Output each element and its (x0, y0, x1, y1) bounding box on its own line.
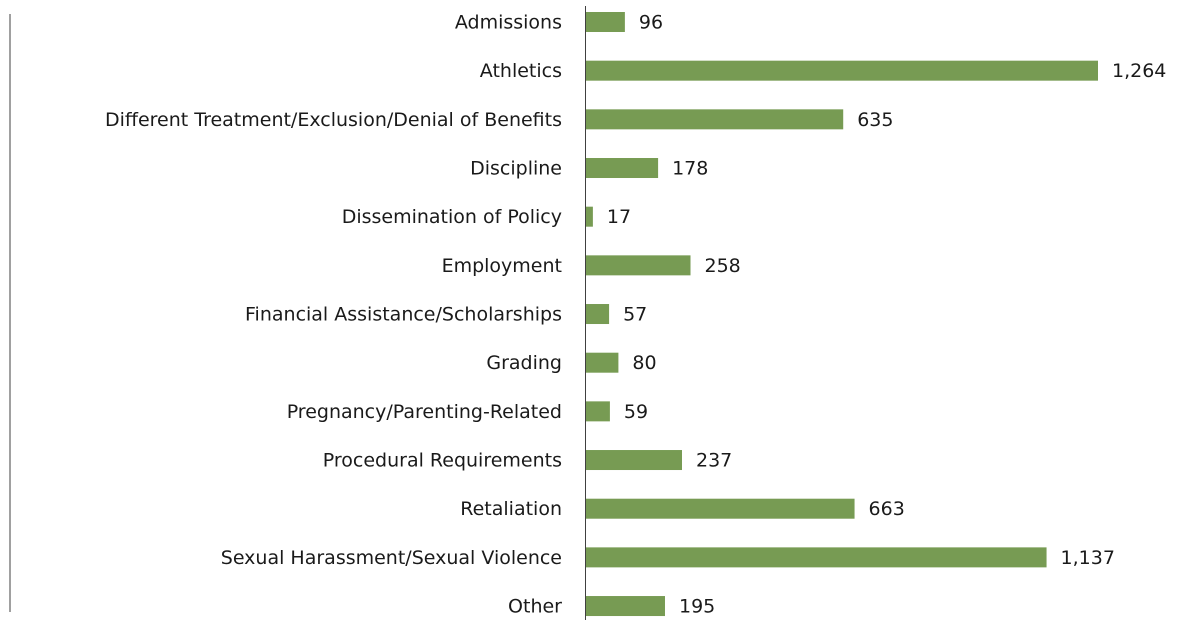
category-label: Sexual Harassment/Sexual Violence (221, 547, 562, 569)
bar (586, 596, 665, 617)
bar (586, 158, 659, 179)
bar (586, 352, 619, 373)
bar (586, 12, 625, 32)
bar (586, 547, 1047, 568)
category-label: Retaliation (460, 498, 562, 520)
category-label: Different Treatment/Exclusion/Denial of … (105, 109, 562, 131)
category-label: Grading (486, 352, 562, 374)
bar (586, 60, 1098, 81)
data-label: 59 (624, 401, 648, 423)
data-label: 96 (639, 12, 663, 34)
bar (586, 450, 682, 471)
bar (586, 109, 844, 130)
bar (586, 206, 593, 227)
bar (586, 255, 691, 276)
data-label: 1,264 (1112, 60, 1166, 82)
data-label: 17 (607, 206, 631, 228)
category-label: Pregnancy/Parenting-Related (287, 401, 562, 423)
bar (586, 498, 855, 519)
data-label: 1,137 (1061, 547, 1115, 569)
category-label: Employment (442, 255, 562, 277)
bar (586, 401, 610, 422)
category-label: Procedural Requirements (323, 450, 562, 472)
category-label: Athletics (480, 60, 562, 82)
category-label: Financial Assistance/Scholarships (245, 304, 562, 326)
data-label: 57 (623, 304, 647, 326)
bar (586, 304, 610, 325)
category-label: Dissemination of Policy (342, 206, 562, 228)
category-label: Other (508, 596, 562, 618)
data-label: 80 (632, 352, 656, 374)
data-label: 635 (857, 109, 893, 131)
category-label: Admissions (455, 12, 562, 34)
data-label: 195 (679, 596, 715, 618)
data-label: 663 (869, 498, 905, 520)
category-label: Discipline (470, 158, 562, 180)
data-label: 178 (672, 158, 708, 180)
data-label: 237 (696, 450, 732, 472)
data-label: 258 (705, 255, 741, 277)
